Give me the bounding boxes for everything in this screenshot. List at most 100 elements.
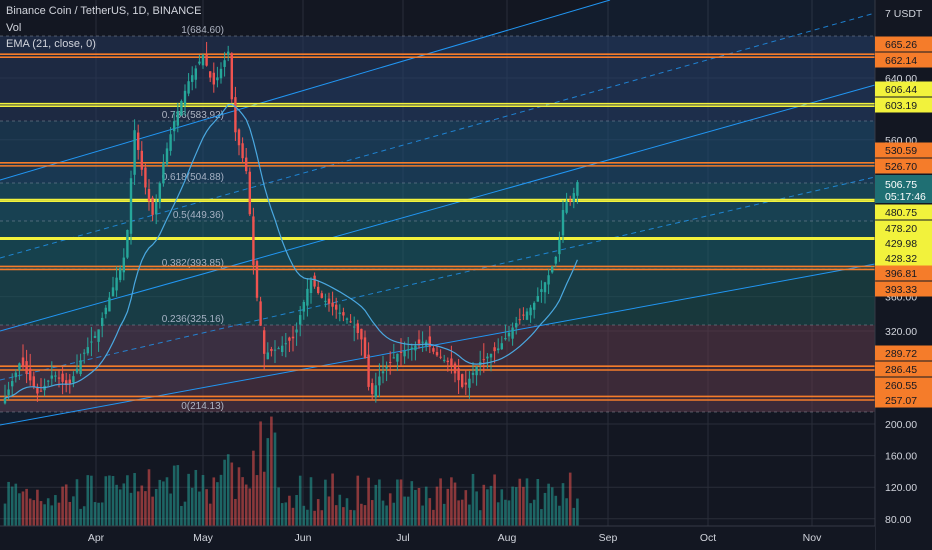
volume-bar — [374, 484, 378, 526]
candle-body — [259, 301, 262, 326]
candle-body — [543, 282, 547, 293]
candle-body — [111, 287, 115, 297]
volume-bar — [79, 508, 82, 526]
volume-bar — [482, 484, 486, 526]
volume-bar — [396, 479, 399, 526]
price-tag-label: 662.14 — [885, 55, 917, 67]
price-tag-label: 603.19 — [885, 100, 917, 112]
candle-body — [176, 111, 179, 126]
fib-level-label: 0(214.13) — [181, 401, 224, 412]
volume-indicator-label[interactable]: Vol — [6, 22, 22, 34]
candle-body — [497, 348, 500, 351]
price-tag — [875, 142, 932, 158]
price-tag — [875, 281, 932, 297]
fib-zone — [0, 221, 875, 269]
price-tag — [875, 220, 932, 236]
price-tag-label: 429.98 — [885, 238, 917, 250]
volume-bar — [478, 510, 482, 526]
candle-body — [565, 201, 568, 213]
volume-bar — [187, 473, 190, 526]
candle-body — [11, 381, 14, 387]
candle-body — [183, 90, 187, 106]
ema-indicator-label[interactable]: EMA (21, close, 0) — [6, 38, 96, 50]
candle-body — [461, 374, 464, 387]
candle-body — [187, 81, 190, 94]
ema-line — [4, 103, 578, 399]
volume-bar — [86, 475, 90, 526]
price-tag-label: 396.81 — [885, 268, 917, 280]
candle-body — [57, 377, 61, 379]
volume-bar — [410, 481, 414, 526]
candle-body — [54, 375, 57, 377]
volume-bar — [190, 487, 194, 526]
volume-bar — [392, 502, 396, 526]
volume-bar — [154, 488, 158, 526]
candle-body — [335, 304, 338, 310]
candle-body — [371, 383, 374, 395]
candle-body — [50, 375, 53, 379]
candle-body — [396, 353, 399, 362]
candle-body — [536, 295, 539, 302]
volume-bar — [255, 475, 259, 526]
price-tag — [875, 204, 932, 220]
candle-body — [216, 77, 219, 81]
price-tag — [875, 392, 932, 408]
volume-bar — [399, 479, 403, 526]
candle-body — [547, 275, 550, 285]
price-tag-label: 665.26 — [885, 39, 917, 51]
volume-bar — [327, 496, 331, 526]
candle-countdown: 05:17:46 — [885, 191, 926, 203]
volume-bar — [176, 465, 180, 526]
volume-bar — [244, 484, 248, 526]
volume-bar — [558, 505, 561, 526]
candle-body — [313, 275, 316, 287]
volume-bar — [500, 489, 504, 526]
candle-body — [21, 357, 25, 368]
volume-bar — [241, 477, 244, 526]
volume-bar — [360, 503, 363, 526]
volume-bar — [450, 477, 453, 526]
volume-bar — [248, 488, 252, 526]
volume-bar — [68, 501, 72, 526]
volume-bar — [133, 473, 136, 526]
volume-bar — [82, 506, 86, 526]
volume-bar — [7, 481, 10, 526]
price-tag-label: 530.59 — [885, 145, 917, 157]
volume-bar — [226, 454, 230, 526]
price-tag-label: 257.07 — [885, 395, 917, 407]
volume-bar — [115, 484, 118, 526]
price-tag-label: 260.55 — [885, 380, 917, 392]
fib-level-label: 0.236(325.16) — [162, 314, 224, 325]
volume-bar — [504, 499, 507, 526]
candle-body — [299, 315, 302, 325]
price-tag-label: 428.32 — [885, 253, 917, 265]
candle-body — [209, 71, 212, 78]
volume-bar — [446, 488, 450, 526]
volume-bar — [129, 492, 133, 526]
volume-bar — [108, 475, 111, 526]
candle-body — [47, 380, 50, 382]
price-tag — [875, 345, 932, 361]
volume-bar — [212, 477, 216, 526]
volume-bar — [540, 509, 543, 526]
candle-body — [36, 387, 39, 394]
volume-bar — [259, 421, 262, 526]
volume-bar — [140, 485, 144, 526]
volume-bar — [471, 473, 475, 526]
volume-bar — [543, 492, 547, 526]
volume-bar — [363, 505, 367, 526]
time-tick-label: Apr — [88, 532, 105, 544]
candle-body — [457, 368, 460, 381]
candle-body — [241, 143, 244, 159]
candle-body — [493, 347, 496, 352]
time-tick-label: Sep — [599, 532, 618, 544]
candle-body — [403, 350, 406, 357]
candle-body — [162, 162, 165, 184]
volume-bar — [424, 486, 428, 526]
price-tag-label: 289.72 — [885, 348, 917, 360]
candle-body — [432, 348, 435, 352]
candle-body — [248, 171, 251, 215]
candle-body — [147, 189, 151, 202]
candle-body — [29, 368, 32, 381]
